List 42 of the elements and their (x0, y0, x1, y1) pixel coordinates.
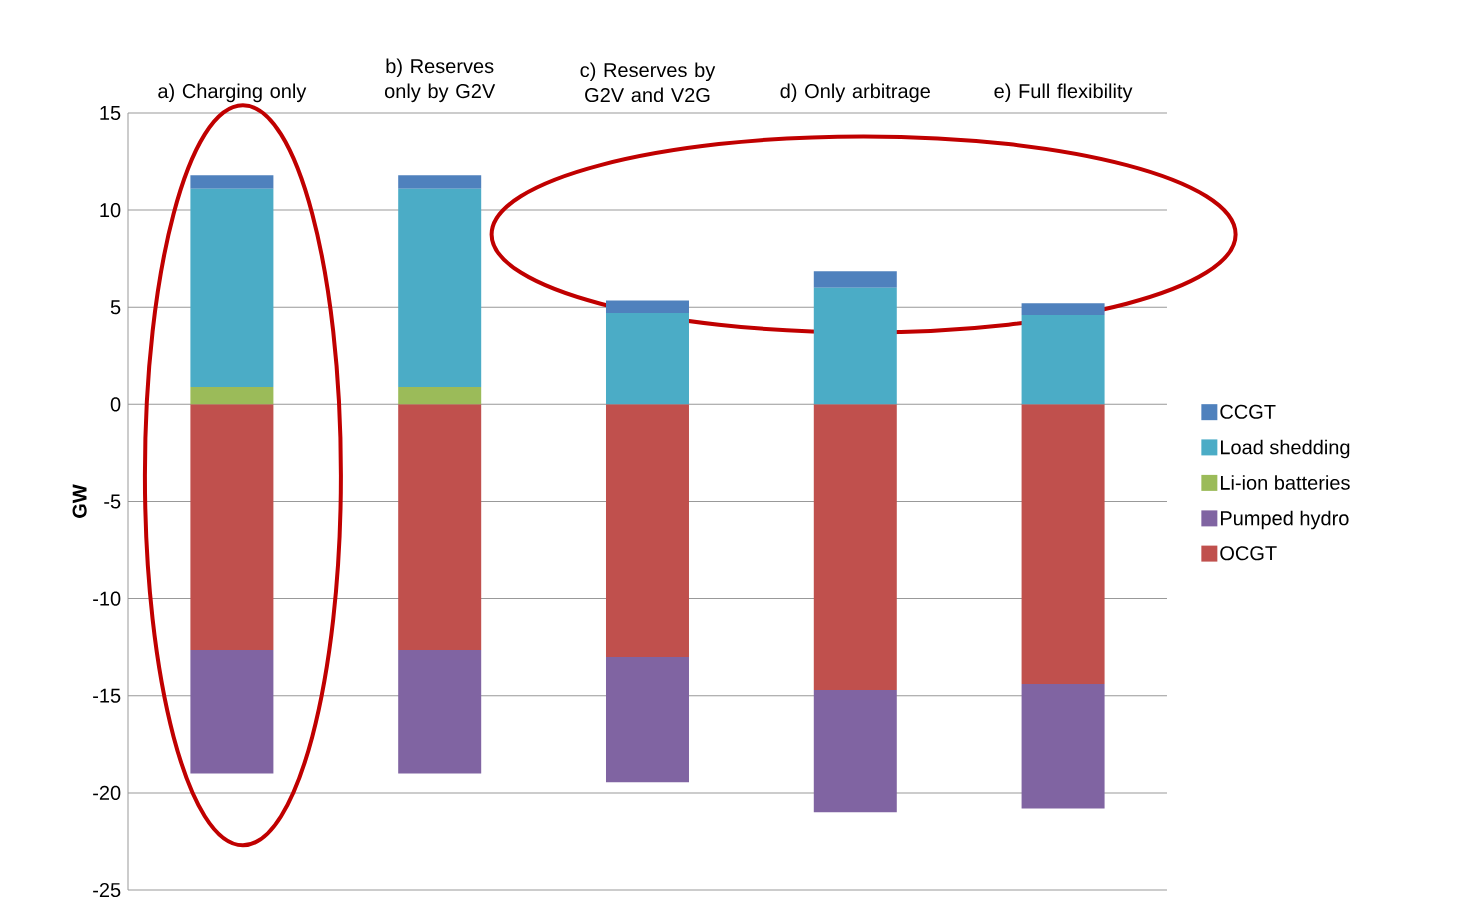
y-tick-label: 5 (110, 300, 121, 315)
bar (1021, 404, 1105, 685)
bar (190, 386, 274, 405)
legend-label: Pumped hydro (1221, 510, 1349, 530)
bar (190, 650, 274, 774)
bar (398, 650, 482, 774)
bar (1021, 303, 1105, 316)
bar (605, 313, 689, 405)
y-tick-label: -5 (104, 494, 121, 509)
bar (398, 188, 482, 387)
x-tick-label: b) Reserves only by G2V (384, 58, 496, 103)
bar (398, 404, 482, 651)
bar (1021, 315, 1105, 405)
x-tick-label: a) Charging only (158, 83, 307, 103)
bar (605, 656, 689, 783)
y-tick-label: -15 (93, 688, 121, 703)
legend-label: Load shedding (1221, 439, 1350, 459)
y-tick-label: -25 (93, 882, 121, 898)
bar (1021, 684, 1105, 809)
bar (813, 271, 897, 288)
y-tick-label: -20 (93, 785, 121, 800)
bar (605, 300, 689, 314)
legend-label: Li-ion batteries (1221, 475, 1350, 490)
bar (398, 175, 482, 189)
bar (190, 188, 274, 387)
bar (190, 175, 274, 189)
y-tick-label: 0 (110, 397, 121, 412)
y-tick-label: -10 (93, 591, 121, 606)
x-tick-label: d) Only arbitrage (780, 83, 930, 103)
bar (813, 404, 897, 690)
y-tick-label: 15 (100, 106, 121, 120)
y-tick-label: 10 (100, 203, 121, 218)
x-tick-label: e) Full flexibility (994, 83, 1133, 103)
bar (813, 689, 897, 813)
bar (398, 386, 482, 405)
y-axis-title: GW (72, 484, 87, 518)
x-tick-label: c) Reserves by G2V and V2G (580, 62, 716, 103)
legend-label: OCGT (1220, 546, 1277, 561)
bar (190, 404, 274, 651)
bar (813, 287, 897, 405)
bar (605, 404, 689, 657)
legend-label: CCGT (1220, 404, 1276, 419)
